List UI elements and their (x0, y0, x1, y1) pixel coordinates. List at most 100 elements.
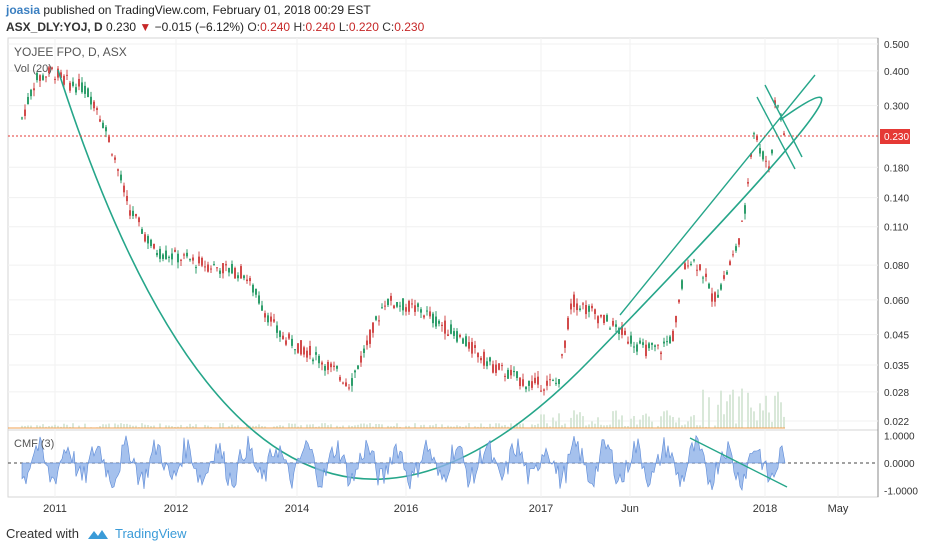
volume-bar (252, 425, 254, 428)
volume-bar (24, 425, 26, 428)
volume-bar (648, 416, 650, 428)
candle-body (291, 338, 293, 346)
candle-body (183, 254, 185, 256)
candle-body (423, 315, 425, 318)
candle-body (327, 361, 329, 370)
volume-bar (273, 426, 275, 428)
volume-bar (78, 425, 80, 428)
channel-line-upper[interactable] (764, 84, 803, 158)
candle-body (741, 220, 743, 222)
volume-bar (597, 417, 599, 428)
price-tick-label: 0.022 (884, 417, 909, 428)
volume-bar (756, 420, 758, 428)
volume-bar (726, 401, 728, 428)
volume-bar (339, 426, 341, 428)
volume-bar (180, 424, 182, 428)
volume-bars (8, 388, 785, 429)
header-line-2: ASX_DLY:YOJ, D 0.230 ▼ −0.015 (−6.12%) O… (6, 20, 424, 34)
symbol-label: ASX_DLY:YOJ, D (6, 20, 103, 34)
candle-body (552, 380, 554, 382)
cmf-trend-line[interactable] (689, 437, 788, 488)
volume-bar (702, 389, 704, 428)
price-chart[interactable]: 0.500 0.400 0.300 0.180 0.140 0.110 0.080 0.060… (0, 0, 932, 520)
volume-bar (315, 426, 317, 428)
cmf-label: CMF (3) (14, 438, 54, 450)
candle-body (330, 363, 332, 368)
candle-body (102, 122, 104, 129)
volume-bar (255, 425, 257, 428)
candle-body (528, 380, 530, 386)
candle-body (69, 82, 71, 91)
candle-body (765, 160, 767, 162)
volume-bar (507, 426, 509, 428)
volume-bar (42, 424, 44, 428)
candle-body (108, 136, 110, 143)
header-line-1: joasia published on TradingView.com, Feb… (6, 3, 371, 17)
candle-body (342, 382, 344, 384)
candle-body (783, 133, 785, 135)
candle-body (30, 89, 32, 97)
candle-body (411, 303, 413, 305)
candle-body (246, 279, 248, 282)
volume-bar (288, 423, 290, 428)
candle-body (450, 324, 452, 334)
candle-body (153, 243, 155, 249)
candle-body (774, 100, 776, 105)
volume-bar (624, 426, 626, 428)
price-axis-ticks: 0.500 0.400 0.300 0.180 0.140 0.110 0.080 0.060… (884, 40, 909, 428)
volume-bar (228, 426, 230, 428)
candle-body (633, 346, 635, 348)
candle-body (162, 254, 164, 259)
candle-body (456, 331, 458, 342)
volume-bar (312, 424, 314, 428)
candle-body (744, 205, 746, 214)
volume-bar (714, 425, 716, 428)
candle-body (81, 82, 83, 93)
candle-body (300, 340, 302, 355)
candle-body (708, 283, 710, 289)
candle-body (42, 75, 44, 80)
volume-bar (363, 423, 365, 428)
candle-body (201, 257, 203, 266)
volume-bar (168, 425, 170, 428)
volume-bar (396, 423, 398, 428)
candle-body (402, 298, 404, 311)
candle-body (321, 362, 323, 365)
candle-body (690, 263, 692, 265)
volume-bar (465, 425, 467, 428)
volume-bar (522, 423, 524, 428)
main-pane-frame (7, 37, 879, 431)
author-link[interactable]: joasia (6, 3, 41, 17)
candle-body (462, 338, 464, 344)
volume-bar (357, 424, 359, 428)
candle-body (675, 315, 677, 323)
candle-body (63, 75, 65, 85)
candle-body (546, 380, 548, 386)
candle-body (210, 268, 212, 270)
volume-bar (327, 425, 329, 428)
candle-body (225, 264, 227, 266)
volume-bar (612, 411, 614, 428)
volume-bar (633, 416, 635, 428)
volume-bar (369, 423, 371, 428)
tradingview-brand-link[interactable]: TradingView (114, 526, 187, 541)
candle-body (135, 213, 137, 217)
time-tick-label: 2012 (164, 503, 188, 515)
candle-body (459, 334, 461, 337)
channel-line-lower[interactable] (756, 96, 796, 170)
volume-bar (186, 426, 188, 428)
candle-body (51, 67, 53, 69)
volume-bar (123, 424, 125, 428)
volume-bar (51, 425, 53, 428)
cup-curve-drawing[interactable] (57, 69, 823, 480)
candle-body (510, 369, 512, 376)
candle-body (339, 377, 341, 381)
volume-bar (495, 423, 497, 428)
candle-body (228, 268, 230, 273)
candle-body (726, 271, 728, 275)
volume-bar (45, 426, 47, 428)
volume-bar (48, 425, 50, 428)
uptrend-line[interactable] (619, 74, 816, 316)
volume-bar (330, 424, 332, 428)
candle-body (735, 246, 737, 251)
